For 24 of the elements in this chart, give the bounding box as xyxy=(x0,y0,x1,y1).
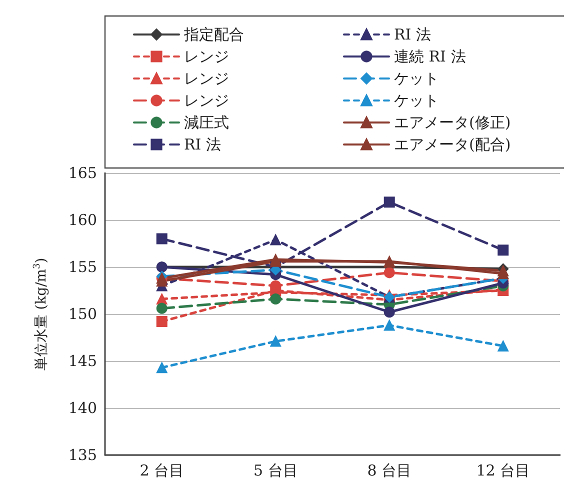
x-tick-label: 8 台目 xyxy=(367,462,412,480)
y-tick-label: 135 xyxy=(68,446,97,464)
legend-label: RI 法 xyxy=(394,26,431,44)
legend-label: ケット xyxy=(394,92,439,110)
legend-label: レンジ xyxy=(184,70,229,88)
y-tick-label: 145 xyxy=(68,352,97,370)
legend-label: レンジ xyxy=(184,92,229,110)
legend-label: エアメータ(修正) xyxy=(394,114,511,132)
x-tick-label: 5 台目 xyxy=(253,462,298,480)
legend-label: レンジ xyxy=(184,48,229,66)
y-tick-label: 160 xyxy=(68,211,97,229)
legend-label: RI 法 xyxy=(184,136,221,154)
y-axis-title: 単位水量 (kg/m3) xyxy=(32,258,50,370)
y-tick-label: 165 xyxy=(68,164,97,182)
y-tick-label: 140 xyxy=(68,399,97,417)
x-tick-label: 2 台目 xyxy=(140,462,184,480)
y-tick-label: 150 xyxy=(68,305,97,323)
legend-label: 減圧式 xyxy=(184,114,229,132)
legend-label: ケット xyxy=(394,70,439,88)
legend-label: エアメータ(配合) xyxy=(394,136,511,154)
y-tick-label: 155 xyxy=(68,258,97,276)
legend-label: 連続 RI 法 xyxy=(394,48,466,66)
x-tick-label: 12 台目 xyxy=(476,462,530,480)
legend-label: 指定配合 xyxy=(183,26,244,44)
